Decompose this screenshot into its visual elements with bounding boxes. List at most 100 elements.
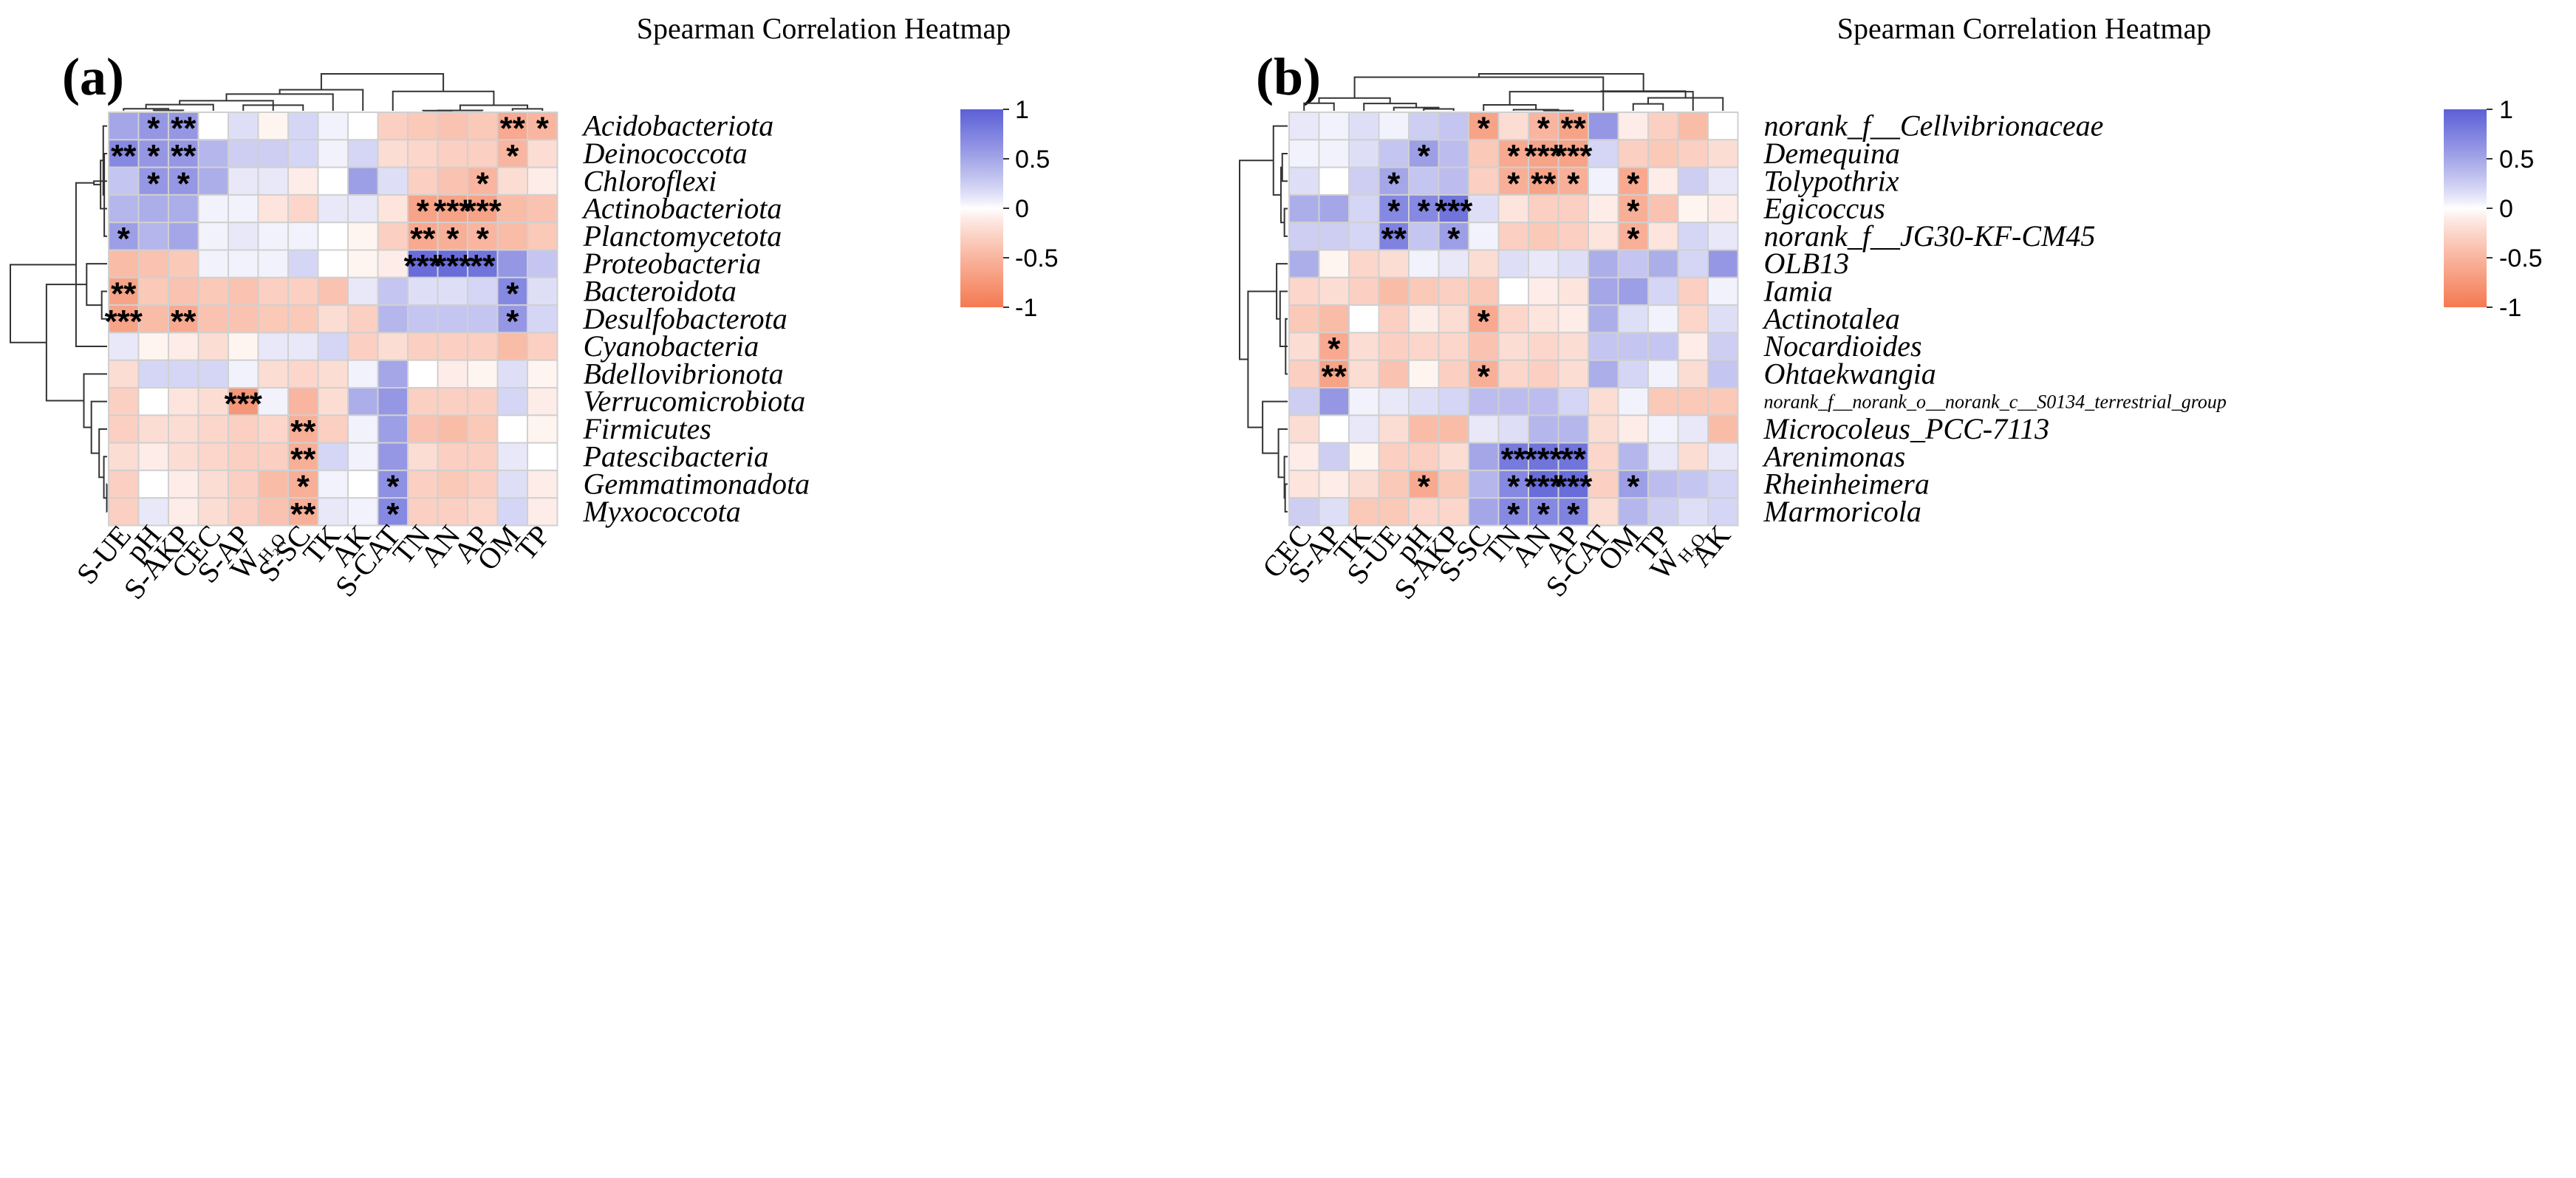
heatmap-cell xyxy=(1348,276,1380,307)
row-label: norank_f__norank_o__norank_c__S0134_terr… xyxy=(1764,391,2227,413)
column-label: AK xyxy=(1684,518,1738,572)
heatmap-cell xyxy=(437,332,468,361)
heatmap-cell xyxy=(1288,276,1320,307)
row-label: Proteobacteria xyxy=(583,247,762,280)
column-dendrogram-a xyxy=(123,73,544,112)
heatmap-cell xyxy=(108,194,140,224)
heatmap-cell xyxy=(1348,112,1380,141)
heatmap-cell xyxy=(1438,497,1469,527)
heatmap-cell xyxy=(1468,194,1500,224)
significance-star: * xyxy=(1567,496,1580,533)
heatmap-cell xyxy=(1497,387,1529,417)
heatmap-cell xyxy=(228,359,259,389)
heatmap-cell xyxy=(1647,442,1679,471)
significance-star: ** xyxy=(111,275,137,312)
colorbar-tick-label: 0.5 xyxy=(2499,145,2534,174)
heatmap-cell xyxy=(137,249,169,278)
heatmap-cell xyxy=(257,194,289,224)
significance-star: ** xyxy=(470,248,496,284)
heatmap-cell xyxy=(1707,112,1739,141)
heatmap-cell xyxy=(407,222,439,251)
heatmap-cell xyxy=(168,194,199,224)
row-label: norank_f__JG30-KF-CM45 xyxy=(1764,219,2096,253)
row-label: Tolypothrix xyxy=(1764,164,1899,197)
heatmap-cell xyxy=(1408,442,1440,471)
heatmap-cell xyxy=(1557,304,1589,334)
dendrogram-branch xyxy=(1632,103,1664,111)
heatmap-cell xyxy=(1677,332,1709,361)
dendrogram-branch xyxy=(45,284,87,402)
colorbar-tick-label: 0 xyxy=(1015,195,1029,223)
significance-star: * xyxy=(417,194,430,230)
heatmap-cell xyxy=(1378,194,1410,224)
significance-star: *** xyxy=(434,194,472,230)
heatmap-cell xyxy=(168,469,199,499)
heatmap-cell xyxy=(1588,414,1619,444)
row-label: Desulfobacterota xyxy=(583,302,788,335)
significance-star: *** xyxy=(434,248,472,284)
dendrogram-branch xyxy=(152,109,185,112)
heatmap-cell xyxy=(257,387,289,417)
heatmap-cell xyxy=(527,194,558,224)
heatmap-cell xyxy=(1468,414,1500,444)
heatmap-cell xyxy=(1528,359,1559,389)
row-label: Actinotalea xyxy=(1762,302,1900,335)
colorbar-tick-label: -1 xyxy=(2499,294,2521,322)
heatmap-cell xyxy=(1588,249,1619,278)
heatmap-cell xyxy=(228,276,259,307)
heatmap-cell xyxy=(1588,112,1619,141)
heatmap-cell xyxy=(1617,222,1649,251)
heatmap-cell xyxy=(1497,414,1529,444)
heatmap-cell xyxy=(496,249,528,278)
heatmap-cell xyxy=(1288,469,1320,499)
heatmap-cell xyxy=(437,249,468,278)
heatmap-cell xyxy=(1707,304,1739,334)
column-labels-a: S-UEpHS-AKPCECS-APWH₂OS-SCTKAKS-CATTNANA… xyxy=(70,518,557,606)
heatmap-cell xyxy=(1288,332,1320,361)
heatmap-cell xyxy=(1318,166,1350,196)
heatmap-cell xyxy=(1588,276,1619,307)
heatmap-cell xyxy=(228,469,259,499)
row-label: Myxococcota xyxy=(583,495,741,528)
heatmap-cell xyxy=(1647,414,1679,444)
heatmap-cell xyxy=(1408,112,1440,141)
heatmap-cell xyxy=(1557,249,1589,278)
heatmap-cell xyxy=(437,497,468,527)
heatmap-cell xyxy=(137,222,169,251)
heatmap-cell xyxy=(257,414,289,444)
significance-star: ** xyxy=(1501,441,1527,477)
heatmap-cell xyxy=(496,387,528,417)
row-dendrogram-a xyxy=(10,125,108,513)
heatmap-cell xyxy=(1318,112,1350,141)
heatmap-cell xyxy=(1677,276,1709,307)
row-label: Chloroflexi xyxy=(584,164,717,197)
heatmap-cell xyxy=(527,276,558,307)
significance-star: * xyxy=(147,111,160,147)
dendrogram-branch xyxy=(392,90,495,111)
heatmap-cell xyxy=(1348,414,1380,444)
heatmap-cell xyxy=(437,387,468,417)
heatmap-cell xyxy=(347,139,379,168)
dendrogram-branch xyxy=(83,373,107,428)
heatmap-cell xyxy=(1647,194,1679,224)
heatmap-cell xyxy=(1557,497,1589,527)
dendrogram-branch xyxy=(1283,456,1288,499)
heatmap-cell xyxy=(1677,469,1709,499)
heatmap-cell xyxy=(467,414,499,444)
heatmap-cell xyxy=(1677,497,1709,527)
heatmap-cell xyxy=(317,194,349,224)
heatmap-cell xyxy=(1408,332,1440,361)
heatmap-cell xyxy=(377,359,409,389)
heatmap-cell xyxy=(1318,276,1350,307)
row-label: Bacteroidota xyxy=(584,274,737,307)
heatmap-cell xyxy=(228,249,259,278)
heatmap-cell xyxy=(1348,249,1380,278)
row-labels-a: AcidobacteriotaDeinococcotaChloroflexiAc… xyxy=(581,109,810,528)
heatmap-cell xyxy=(437,442,468,471)
heatmap-cell xyxy=(527,442,558,471)
significance-star: * xyxy=(1627,165,1640,202)
heatmap-cell xyxy=(1588,497,1619,527)
heatmap-cell xyxy=(1647,332,1679,361)
heatmap-cell xyxy=(1528,414,1559,444)
significance-star: * xyxy=(1418,138,1431,174)
